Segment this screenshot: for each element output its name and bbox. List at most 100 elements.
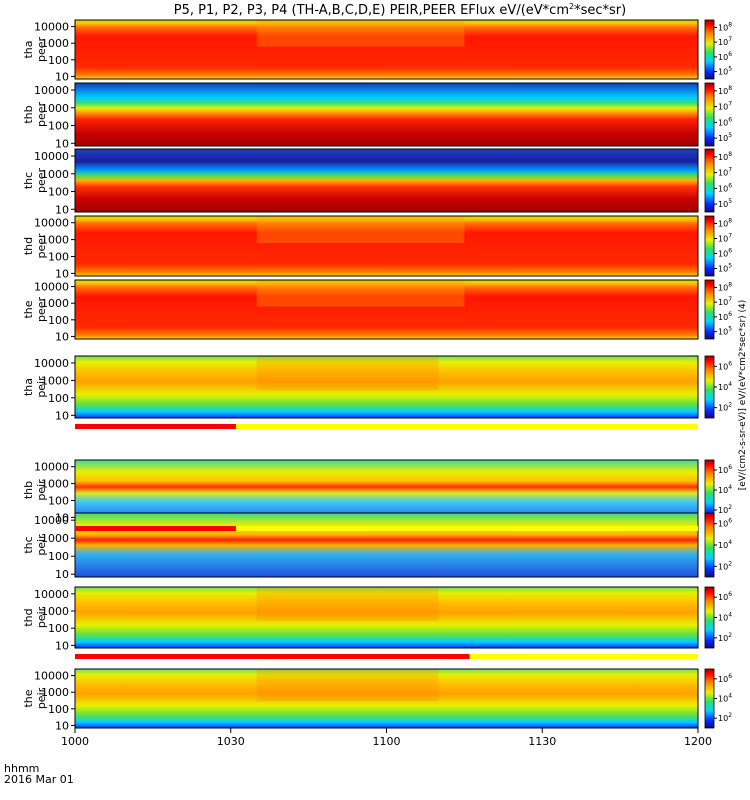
panel-probe-label: the [22,300,35,318]
colorbar [704,586,715,649]
colorbar-tick-label: 102 [718,504,732,515]
y-tick-label: 1000 [41,478,69,491]
panel-species-label: peer [35,233,48,259]
panel-thd-peir: 10 100 1000 10000 thd peir 102 104 106 [22,586,732,652]
colorbar-tick-label: 102 [718,402,732,413]
panel-frame [74,512,699,578]
y-tick-label: 100 [48,494,69,507]
y-tick-label: 10000 [34,150,69,163]
colorbar-tick-label: 108 [718,85,732,96]
colorbar [704,459,715,521]
colorbar-tick-label: 105 [718,326,732,337]
colorbar-tick-label: 106 [718,182,732,193]
panel-probe-label: thc [22,172,35,189]
y-tick-label: 1000 [41,168,69,181]
mode-bar-track [75,424,698,429]
colorbar [704,279,715,340]
y-tick-label: 100 [48,550,69,563]
y-tick-label: 10 [55,719,69,732]
spectrogram-image [75,587,698,648]
y-tick-label: 10 [55,70,69,83]
spectrogram-image [75,669,698,728]
colorbar-tick-label: 107 [718,101,732,112]
y-tick-label: 100 [48,314,69,327]
flux-feature [256,216,465,243]
y-tick-label: 10000 [34,461,69,474]
spectrogram-image [75,280,698,339]
spectrogram-image [75,356,698,418]
panel-probe-label: thc [22,536,35,553]
panel-thd-peer: 10 100 1000 10000 thd peer 105 106 107 108 [22,215,732,280]
colorbar-tick-label: 107 [718,233,732,244]
panel-probe-label: thd [22,237,35,255]
panel-species-label: peir [35,479,48,501]
y-tick-label: 10 [55,409,69,422]
y-tick-label: 10 [55,330,69,343]
colorbar-tick-label: 104 [718,693,732,704]
panel-tha-peir: 10 100 1000 10000 tha peir 102 104 106 [22,355,732,422]
colorbar-tick-label: 106 [718,673,732,684]
y-tick-label: 10000 [34,281,69,294]
mode-bars [75,424,698,659]
colorbar-tick-label: 108 [718,281,732,292]
y-tick-label: 1000 [41,102,69,115]
panel-probe-label: the [22,689,35,707]
colorbar-tick-label: 102 [718,632,732,643]
panel-frame [74,215,699,277]
panel-species-label: peer [35,102,48,128]
y-tick-label: 10 [55,511,69,524]
x-label-format: hhmm [4,762,39,775]
y-tick-label: 100 [48,622,69,635]
colorbar [704,512,715,578]
y-tick-label: 10000 [34,514,69,527]
spectrogram-image [75,149,698,212]
colorbar-tick-label: 104 [718,539,732,550]
colorbar-tick-label: 106 [718,311,732,322]
mode-bar-track [75,526,698,531]
colorbar-tick-label: 102 [718,560,732,571]
panel-thb-peir: 10 100 1000 10000 thb peir 102 104 106 [22,459,732,524]
spectrogram-image [75,216,698,276]
y-tick-label: 10000 [34,84,69,97]
spectrogram-image [75,20,698,79]
panel-species-label: peer [35,168,48,194]
panel-species-label: peir [35,534,48,556]
y-tick-label: 10000 [34,357,69,370]
panel-tha-peer: 10 100 1000 10000 tha peer 105 106 107 108 [22,19,732,83]
mode-bar-fill [75,424,236,429]
y-tick-label: 1000 [41,234,69,247]
colorbar-tick-label: 106 [718,464,732,475]
colorbar-tick-label: 105 [718,132,732,143]
y-tick-label: 10000 [34,21,69,34]
colorbar-tick-label: 105 [718,66,732,77]
panel-probe-label: tha [22,40,35,58]
y-tick-label: 1000 [41,37,69,50]
colorbar-tick-label: 104 [718,381,732,392]
panel-probe-label: thb [22,481,35,499]
colorbar-tick-label: 106 [718,591,732,602]
panel-species-label: peer [35,37,48,63]
colorbar-tick-label: 106 [718,248,732,259]
y-tick-label: 100 [48,54,69,67]
flux-feature [256,587,439,621]
panel-frame [74,355,699,419]
colorbar-tick-label: 106 [718,518,732,529]
panel-the-peer: 10 100 1000 10000 the peer 105 106 107 108 [22,279,732,343]
colorbar-tick-label: 107 [718,36,732,47]
x-tick-label: 1000 [61,735,89,748]
x-axis: 1000 1030 1100 1130 1200 [61,728,712,748]
colorbar-tick-label: 108 [718,21,732,32]
y-tick-label: 100 [48,186,69,199]
y-tick-label: 1000 [41,686,69,699]
colorbar-tick-label: 107 [718,296,732,307]
y-tick-label: 10000 [34,670,69,683]
y-tick-label: 10000 [34,217,69,230]
y-tick-label: 10 [55,639,69,652]
y-tick-label: 100 [48,392,69,405]
x-axis-label: hhmm 2016 Mar 01 [4,762,74,786]
x-tick-label: 1030 [217,735,245,748]
colorbar-label: [eV/(cm2-s-sr-eV)] eV/(eV*cm2*sec*sr) (4… [738,300,748,491]
y-tick-label: 10 [55,568,69,581]
